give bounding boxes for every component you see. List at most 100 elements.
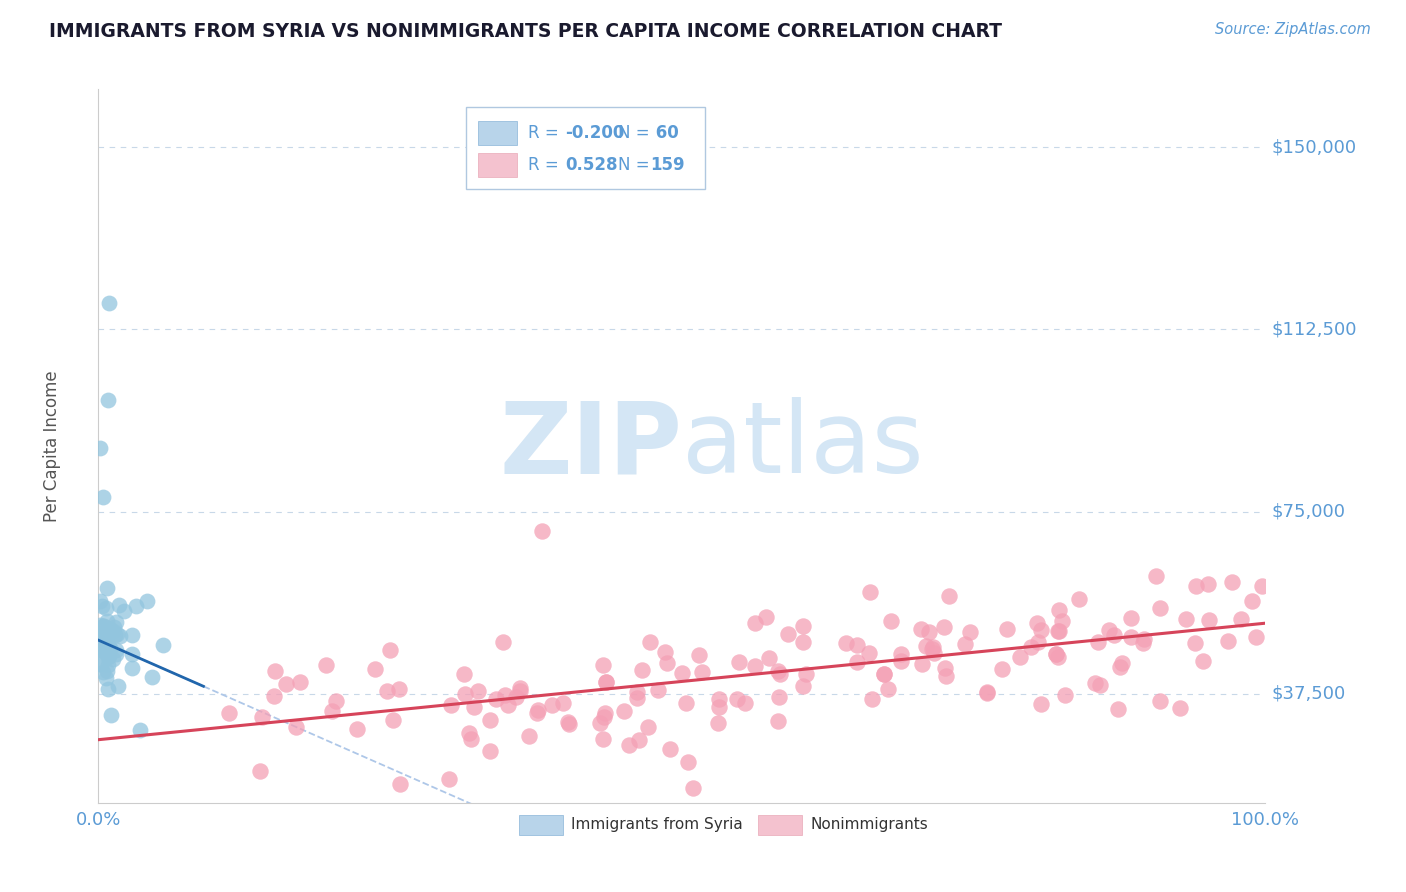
Point [453, 666, 475, 681]
Point [527, 703, 550, 717]
Point [494, 688, 516, 702]
Point [890, 647, 912, 661]
Point [707, 691, 730, 706]
Text: $37,500: $37,500 [1271, 684, 1346, 703]
Point [792, 634, 814, 648]
Point [285, 720, 308, 734]
Point [1031, 698, 1053, 712]
FancyBboxPatch shape [465, 107, 706, 189]
Point [274, 677, 297, 691]
Point [922, 646, 945, 660]
Text: $112,500: $112,500 [1271, 320, 1357, 338]
Point [94, 626, 117, 640]
Point [768, 690, 790, 704]
Point [1184, 635, 1206, 649]
Point [792, 679, 814, 693]
Point [121, 647, 143, 661]
Point [1084, 676, 1107, 690]
Point [89, 632, 111, 646]
Point [655, 656, 678, 670]
Point [454, 687, 477, 701]
Point [1046, 624, 1069, 638]
Point [129, 723, 152, 737]
Point [976, 685, 998, 699]
Point [1230, 612, 1253, 626]
Point [378, 643, 401, 657]
Point [911, 657, 934, 671]
Point [1251, 579, 1274, 593]
Text: Per Capita Income: Per Capita Income [42, 370, 60, 522]
Text: $150,000: $150,000 [1271, 138, 1357, 156]
Point [707, 699, 730, 714]
Point [125, 599, 148, 614]
Point [136, 594, 159, 608]
Point [121, 627, 143, 641]
Point [492, 634, 515, 648]
Point [910, 622, 932, 636]
Point [676, 756, 699, 770]
Point [94, 645, 117, 659]
Point [935, 668, 957, 682]
Point [1119, 630, 1142, 644]
Point [98, 622, 121, 636]
Point [264, 664, 287, 678]
Point [758, 650, 780, 665]
Text: $75,000: $75,000 [1271, 502, 1346, 521]
Point [682, 781, 704, 796]
Point [613, 704, 636, 718]
Point [1088, 678, 1111, 692]
Point [101, 624, 124, 638]
Point [96, 649, 118, 664]
Point [1111, 657, 1133, 671]
Text: IMMIGRANTS FROM SYRIA VS NONIMMIGRANTS PER CAPITA INCOME CORRELATION CHART: IMMIGRANTS FROM SYRIA VS NONIMMIGRANTS P… [49, 22, 1002, 41]
Point [1047, 603, 1070, 617]
Point [94, 601, 117, 615]
Bar [478, 120, 517, 145]
Point [388, 777, 411, 791]
Point [509, 683, 531, 698]
Point [595, 674, 617, 689]
Point [755, 610, 778, 624]
Point [94, 640, 117, 655]
Text: 159: 159 [651, 156, 685, 174]
Point [1175, 612, 1198, 626]
Point [1107, 702, 1129, 716]
Point [938, 589, 960, 603]
Point [707, 715, 730, 730]
Point [626, 691, 648, 706]
Point [97, 640, 120, 655]
Point [638, 635, 661, 649]
Point [934, 661, 956, 675]
Point [647, 682, 669, 697]
Point [517, 729, 540, 743]
Point [769, 667, 792, 681]
Point [325, 694, 347, 708]
Point [89, 633, 111, 648]
Point [675, 696, 697, 710]
Point [90, 643, 112, 657]
Point [1168, 700, 1191, 714]
Bar [519, 815, 562, 835]
Point [890, 654, 912, 668]
Text: -0.200: -0.200 [565, 124, 624, 142]
Point [496, 698, 519, 713]
Point [381, 713, 404, 727]
Point [991, 662, 1014, 676]
Point [90, 657, 112, 671]
Point [872, 667, 894, 681]
Point [654, 645, 676, 659]
Point [1053, 689, 1076, 703]
Text: Source: ZipAtlas.com: Source: ZipAtlas.com [1215, 22, 1371, 37]
Point [94, 637, 117, 651]
Point [880, 614, 903, 628]
Point [90, 625, 112, 640]
Point [541, 698, 564, 712]
Point [218, 706, 240, 720]
Point [321, 705, 343, 719]
Point [107, 679, 129, 693]
Point [505, 690, 527, 705]
Point [91, 619, 114, 633]
Point [89, 642, 111, 657]
Point [727, 655, 749, 669]
Point [877, 681, 900, 696]
